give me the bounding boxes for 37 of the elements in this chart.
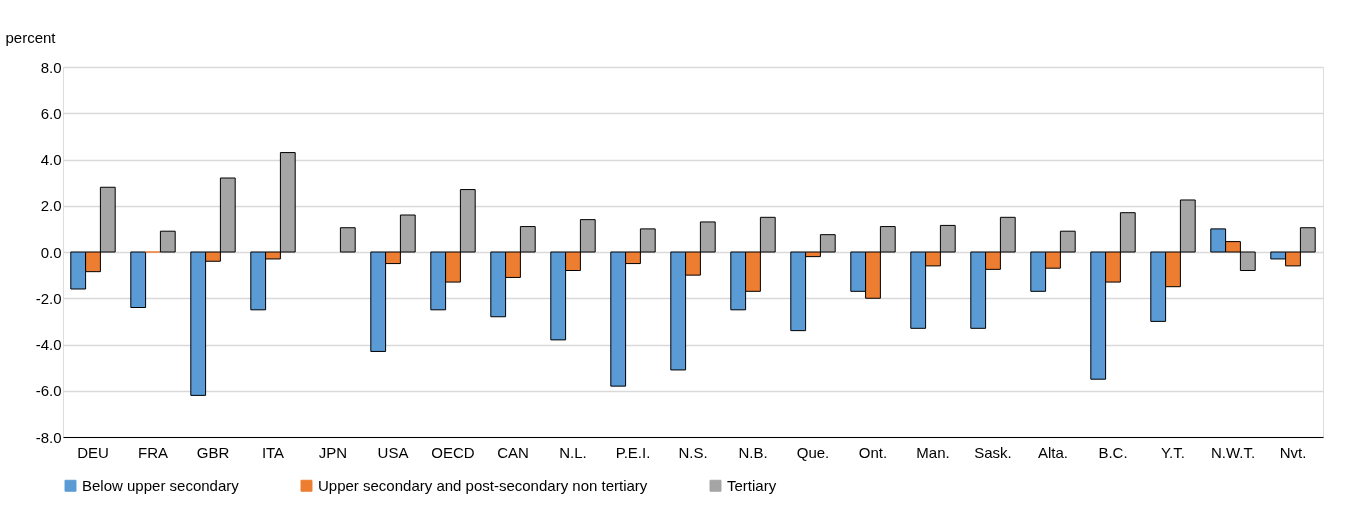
y-tick-label: -6.0 — [35, 382, 62, 400]
x-tick-label: Y.T. — [1161, 443, 1185, 461]
x-tick-label: B.C. — [1098, 443, 1128, 461]
x-tick-label: GBR — [196, 443, 230, 461]
x-tick-label: N.W.T. — [1210, 443, 1256, 461]
x-tick-label: P.E.I. — [615, 443, 651, 461]
x-tick-label: Que. — [796, 443, 830, 461]
y-tick-label: -2.0 — [35, 289, 62, 307]
x-tick-label: Alta. — [1037, 443, 1069, 461]
x-tick-label: Ont. — [858, 443, 888, 461]
x-tick-label: N.S. — [678, 443, 708, 461]
legend-label: Upper secondary and post-secondary non tertiary — [318, 476, 648, 494]
bar — [339, 227, 356, 253]
y-tick-label: 2.0 — [40, 197, 62, 215]
y-tick-label: -8.0 — [35, 428, 62, 446]
y-tick-label: 6.0 — [40, 104, 62, 122]
x-tick-label: ITA — [261, 443, 285, 461]
x-tick-label: USA — [377, 443, 409, 461]
x-tick-label: JPN — [318, 443, 348, 461]
y-tick-label: -4.0 — [35, 336, 62, 353]
legend-label: Below upper secondary — [82, 476, 240, 494]
x-tick-label: Nvt. — [1279, 443, 1307, 461]
x-tick-label: CAN — [497, 443, 529, 461]
bar — [159, 230, 176, 253]
x-tick-label: Man. — [916, 443, 950, 461]
y-tick-label: 0.0 — [40, 243, 62, 261]
x-tick-label: N.B. — [738, 443, 768, 461]
y-tick-label: 8.0 — [40, 58, 62, 76]
legend-label: Tertiary — [727, 476, 777, 494]
x-tick-label: Sask. — [974, 443, 1012, 461]
x-tick-label: DEU — [77, 443, 109, 461]
y-tick-label: 4.0 — [40, 151, 62, 168]
bar — [130, 251, 147, 308]
x-tick-label: FRA — [138, 443, 168, 461]
x-tick-label: N.L. — [559, 443, 587, 461]
x-tick-label: OECD — [431, 443, 475, 461]
y-axis-title: percent — [5, 28, 57, 46]
